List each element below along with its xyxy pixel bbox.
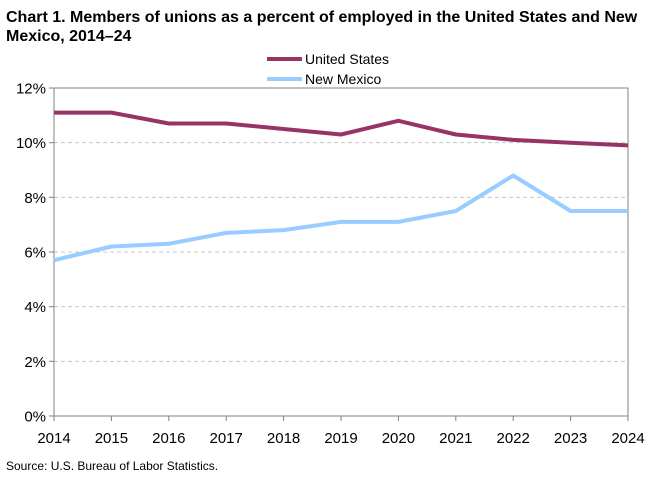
data-point-new-mexico-2015 [109,245,113,249]
data-point-united-states-2017 [224,122,228,126]
data-point-new-mexico-2020 [396,220,400,224]
data-point-united-states-2024 [626,143,630,147]
data-point-united-states-2021 [454,132,458,136]
data-point-new-mexico-2023 [569,209,573,213]
data-point-united-states-2022 [511,138,515,142]
data-point-new-mexico-2022 [511,173,515,177]
data-point-united-states-2015 [109,111,113,115]
x-tick-label: 2021 [439,430,472,447]
axes: 0% 2% 4% 6% 8% 10% 12% 2014 2015 2016 2017 2018 2019… [16,81,645,448]
x-tick-label: 2024 [611,430,644,447]
y-tick-label: 8% [24,190,46,207]
data-point-new-mexico-2017 [224,231,228,235]
x-tick-label: 2018 [267,430,300,447]
data-point-new-mexico-2018 [282,228,286,232]
data-point-new-mexico-2014 [52,258,56,262]
y-tick-label: 12% [16,81,46,98]
data-point-new-mexico-2016 [167,242,171,246]
x-tick-label: 2020 [382,430,415,447]
y-tick-label: 0% [24,409,46,426]
legend-label: New Mexico [305,71,381,87]
data-point-united-states-2016 [167,122,171,126]
data-point-united-states-2018 [282,127,286,131]
x-tick-label: 2017 [210,430,243,447]
data-point-new-mexico-2021 [454,209,458,213]
series-lines [52,110,630,263]
x-tick-label: 2019 [324,430,357,447]
x-tick-label: 2023 [554,430,587,447]
x-tick-label: 2014 [37,430,70,447]
y-tick-label: 10% [16,135,46,152]
y-tick-label: 4% [24,299,46,316]
series-line-united-states [54,110,629,148]
y-tick-label: 6% [24,245,46,262]
legend: United States New Mexico [267,51,389,87]
x-tick-label: 2022 [497,430,530,447]
y-tick-label: 2% [24,354,46,371]
x-tick-label: 2015 [95,430,128,447]
x-tick-label: 2016 [152,430,185,447]
data-point-new-mexico-2024 [626,209,630,213]
data-point-united-states-2014 [52,111,56,115]
chart-title: Chart 1. Members of unions as a percent … [6,9,638,45]
legend-label: United States [305,51,389,67]
series-line-new-mexico [53,173,628,263]
gridlines [54,142,628,362]
data-point-united-states-2023 [569,141,573,145]
data-point-united-states-2020 [396,119,400,123]
data-point-united-states-2019 [339,132,343,136]
source-note: Source: U.S. Bureau of Labor Statistics. [6,459,219,473]
data-point-new-mexico-2019 [339,220,343,224]
